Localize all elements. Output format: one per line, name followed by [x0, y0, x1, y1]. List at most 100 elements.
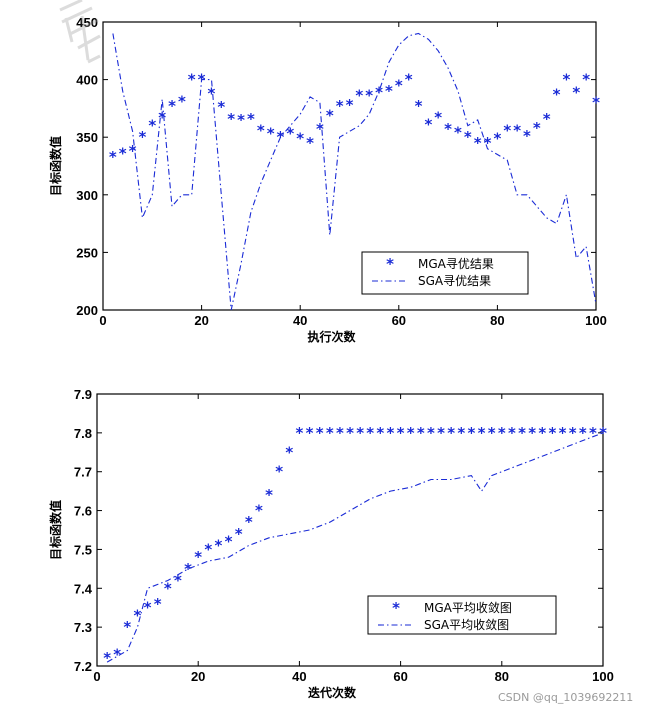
y-tick-label: 7.8 — [74, 426, 92, 441]
legend: * MGA平均收敛图 SGA平均收敛图 — [367, 595, 557, 635]
y-tick-label: 7.4 — [74, 581, 93, 596]
data-point-marker: * — [265, 486, 273, 504]
data-point-marker: * — [376, 424, 384, 442]
y-tick-label: 7.3 — [74, 620, 92, 635]
data-point-marker: * — [255, 502, 263, 520]
x-tick-label: 80 — [490, 313, 504, 328]
plot-frame — [102, 21, 597, 311]
data-point-marker: * — [164, 579, 172, 597]
legend-label: SGA平均收敛图 — [424, 617, 509, 632]
data-point-marker: * — [484, 134, 492, 152]
y-tick-label: 450 — [76, 15, 98, 30]
data-point-marker: * — [247, 110, 255, 128]
y-tick-label: 7.6 — [74, 504, 92, 519]
data-point-marker: * — [366, 424, 374, 442]
data-point-marker: * — [316, 424, 324, 442]
legend-marker-symbol: * — [392, 599, 400, 617]
data-point-marker: * — [227, 110, 235, 128]
data-point-marker: * — [267, 125, 275, 143]
data-point-marker: * — [447, 424, 455, 442]
corner-watermark-icon — [59, 0, 101, 64]
data-point-marker: * — [395, 76, 403, 94]
data-point-marker: * — [579, 424, 587, 442]
data-point-marker: * — [454, 124, 462, 142]
x-tick-label: 20 — [191, 669, 205, 684]
series-line — [112, 32, 597, 311]
data-point-marker: * — [548, 424, 556, 442]
data-point-marker: * — [397, 424, 405, 442]
data-point-marker: * — [562, 71, 570, 89]
plot-frame — [96, 393, 604, 667]
data-point-marker: * — [543, 110, 551, 128]
data-point-marker: * — [417, 424, 425, 442]
data-point-marker: * — [478, 424, 486, 442]
data-point-marker: * — [154, 595, 162, 613]
data-point-marker: * — [208, 84, 216, 102]
data-point-marker: * — [437, 424, 445, 442]
data-point-marker: * — [355, 87, 363, 105]
x-tick-label: 100 — [592, 669, 614, 684]
data-point-marker: * — [245, 513, 253, 531]
data-point-marker: * — [326, 424, 334, 442]
data-point-marker: * — [427, 424, 435, 442]
data-point-marker: * — [569, 424, 577, 442]
data-point-marker: * — [385, 82, 393, 100]
data-point-marker: * — [405, 71, 413, 89]
data-point-marker: * — [174, 572, 182, 590]
data-point-marker: * — [513, 121, 521, 139]
data-point-marker: * — [306, 424, 314, 442]
x-tick-label: 80 — [495, 669, 509, 684]
data-point-marker: * — [178, 92, 186, 110]
series-line — [106, 432, 604, 663]
data-point-marker: * — [464, 128, 472, 146]
data-point-marker: * — [123, 618, 131, 636]
data-point-marker: * — [296, 129, 304, 147]
y-tick-label: 7.7 — [74, 465, 92, 480]
x-axis-label: 迭代次数 — [308, 685, 357, 700]
x-tick-label: 40 — [293, 313, 307, 328]
data-point-marker: * — [474, 134, 482, 152]
y-tick-label: 7.5 — [74, 542, 92, 557]
x-tick-label: 60 — [393, 669, 407, 684]
data-point-marker: * — [468, 424, 476, 442]
data-point-marker: * — [444, 120, 452, 138]
data-point-marker: * — [336, 97, 344, 115]
data-point-marker: * — [493, 129, 501, 147]
data-point-marker: * — [589, 424, 597, 442]
data-point-marker: * — [109, 148, 117, 166]
data-point-marker: * — [139, 128, 147, 146]
data-point-marker: * — [119, 144, 127, 162]
data-point-marker: * — [592, 94, 600, 112]
y-tick-label: 200 — [76, 303, 98, 318]
data-point-marker: * — [346, 424, 354, 442]
y-tick-label: 250 — [76, 245, 98, 260]
x-tick-label: 20 — [194, 313, 208, 328]
legend-box — [367, 595, 557, 635]
legend-label: MGA平均收敛图 — [424, 600, 512, 615]
data-point-marker: * — [503, 121, 511, 139]
data-point-marker: * — [559, 424, 567, 442]
data-point-marker: * — [215, 537, 223, 555]
data-point-marker: * — [235, 525, 243, 543]
data-point-marker: * — [134, 606, 142, 624]
data-point-marker: * — [407, 424, 415, 442]
data-point-marker: * — [533, 119, 541, 137]
data-point-marker: * — [188, 71, 196, 89]
data-point-marker: * — [204, 540, 212, 558]
x-tick-label: 0 — [93, 669, 100, 684]
data-point-marker: * — [225, 533, 233, 551]
csdn-watermark: CSDN @qq_1039692211 — [498, 691, 633, 704]
data-point-marker: * — [528, 424, 536, 442]
data-point-marker: * — [113, 645, 121, 663]
data-point-marker: * — [387, 424, 395, 442]
y-tick-label: 400 — [76, 73, 98, 88]
data-point-marker: * — [316, 120, 324, 138]
data-point-marker: * — [498, 424, 506, 442]
legend-box — [361, 251, 529, 295]
data-point-marker: * — [424, 116, 432, 134]
data-point-marker: * — [285, 443, 293, 461]
data-point-marker: * — [523, 127, 531, 145]
data-point-marker: * — [326, 106, 334, 124]
data-point-marker: * — [553, 86, 561, 104]
data-point-marker: * — [582, 71, 590, 89]
